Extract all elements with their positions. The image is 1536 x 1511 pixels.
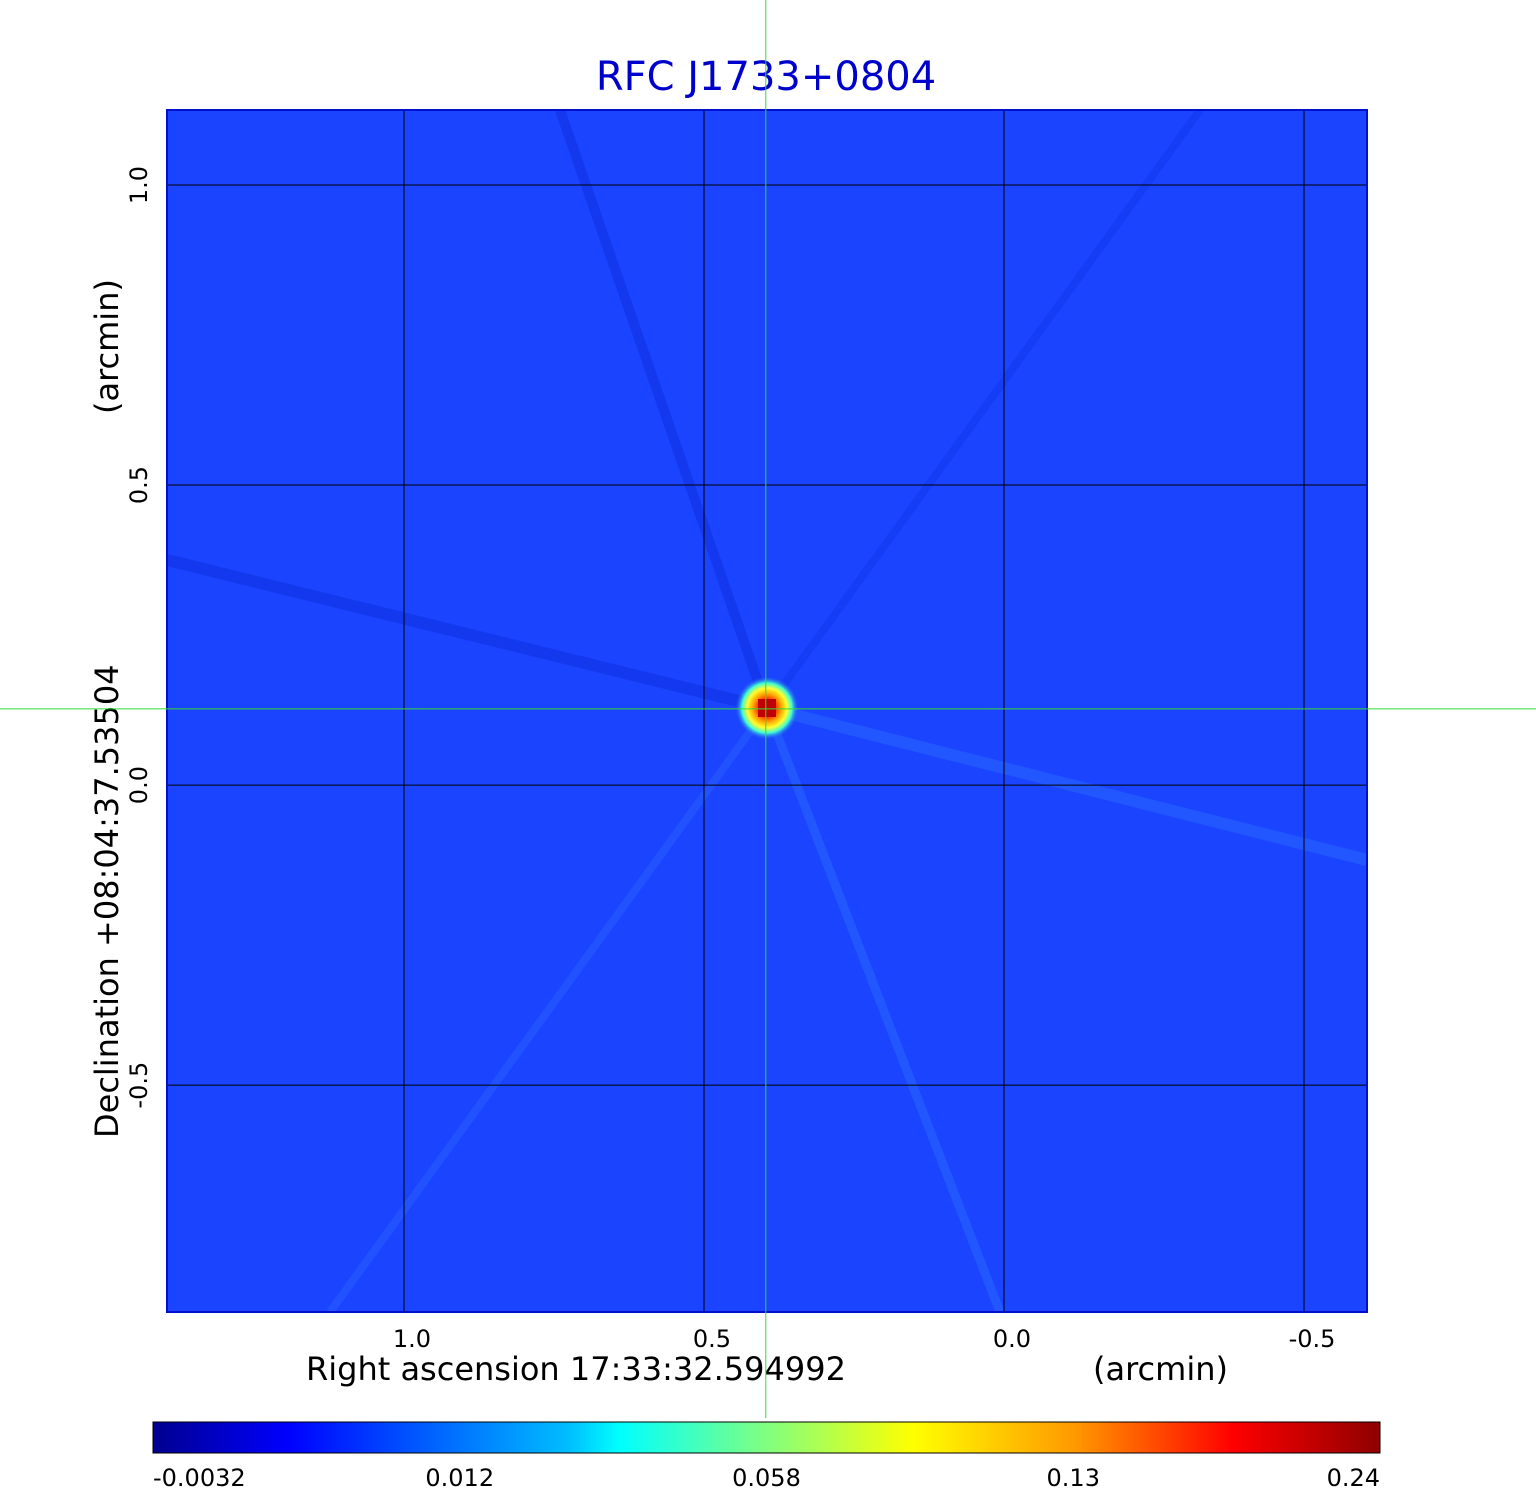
y-tick-labels: 1.0 0.5 0.0 -0.5 (125, 166, 153, 1109)
plot-area (166, 109, 1368, 1313)
sidelobe-streak (762, 706, 1005, 1312)
sidelobe-streaks (167, 110, 1367, 1312)
y-tick-label: 0.5 (125, 466, 153, 504)
y-tick-label: 1.0 (125, 166, 153, 204)
y-axis-unit: (arcmin) (88, 279, 126, 414)
colorbar-tick-label: 0.058 (732, 1464, 801, 1492)
colorbar-tick-labels: -0.0032 0.012 0.058 0.13 0.24 (153, 1464, 1380, 1492)
x-axis-unit: (arcmin) (1093, 1350, 1228, 1388)
x-tick-labels: 1.0 0.5 0.0 -0.5 (393, 1325, 1336, 1353)
y-axis-label: Declination +08:04:37.53504 (88, 664, 126, 1138)
sidelobe-streak (555, 110, 772, 710)
sidelobe-streak (765, 702, 1367, 866)
source-peak (758, 699, 776, 717)
colorbar-tick-label: 0.13 (1047, 1464, 1100, 1492)
y-tick-label: -0.5 (125, 1062, 153, 1109)
x-tick-label: -0.5 (1289, 1325, 1336, 1353)
crosshair (0, 0, 1536, 1418)
colorbar-tick-label: 0.012 (425, 1464, 494, 1492)
x-tick-label: 0.0 (993, 1325, 1031, 1353)
colorbar-tick-label: -0.0032 (153, 1464, 246, 1492)
colorbar-tick-label: 0.24 (1327, 1464, 1380, 1492)
x-axis-label: Right ascension 17:33:32.594992 (306, 1350, 846, 1388)
x-tick-label: 1.0 (393, 1325, 431, 1353)
sidelobe-streak (326, 705, 771, 1312)
plot-frame (166, 109, 1368, 1313)
y-tick-label: 0.0 (125, 766, 153, 804)
sidelobe-streak (167, 554, 769, 714)
grid-lines (167, 110, 1367, 1312)
colorbar (152, 1421, 1381, 1454)
x-tick-label: 0.5 (693, 1325, 731, 1353)
sidelobe-streak (763, 110, 1204, 711)
